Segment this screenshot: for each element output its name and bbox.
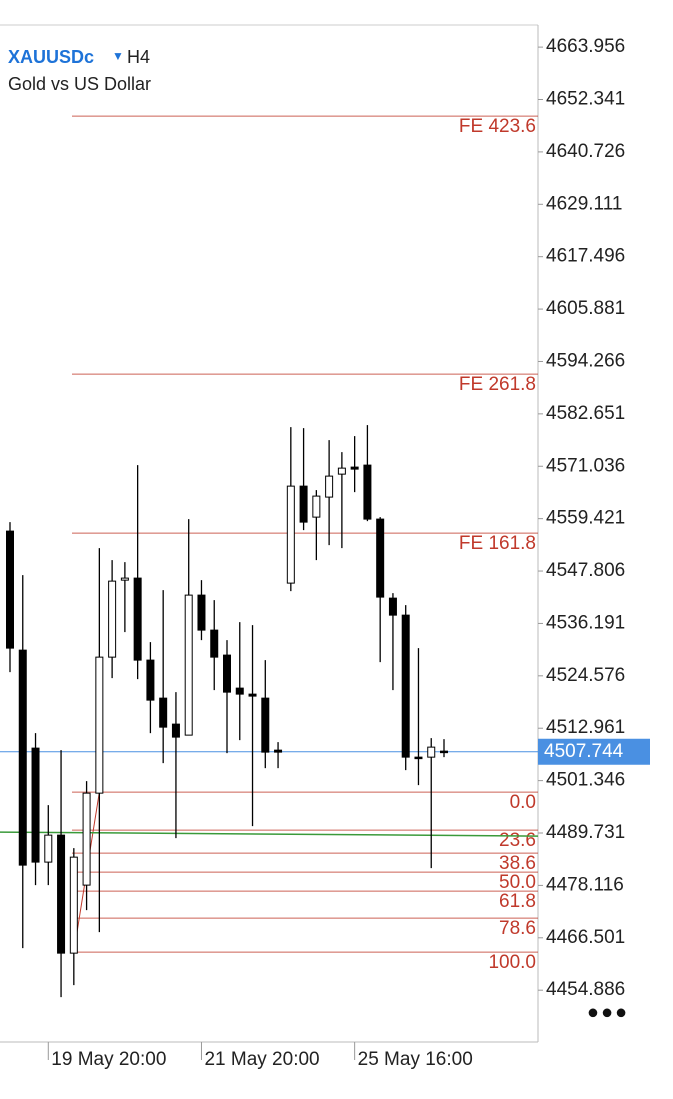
- y-tick-label: 4512.961: [546, 717, 625, 738]
- candle-body: [248, 693, 257, 697]
- symbol-dropdown[interactable]: ▼: [112, 49, 124, 63]
- y-tick-label: 4547.806: [546, 560, 625, 581]
- candle-body: [146, 659, 155, 701]
- candle-body: [57, 834, 66, 954]
- candle-body: [223, 654, 231, 693]
- y-tick-label: 4594.266: [546, 350, 625, 371]
- y-tick-label: 4489.731: [546, 822, 625, 843]
- y-tick-label: 4571.036: [546, 455, 625, 476]
- x-tick-label: 21 May 20:00: [204, 1049, 319, 1070]
- y-tick-label: 4536.191: [546, 612, 625, 633]
- fib-level-label: 0.0: [510, 792, 536, 813]
- candle-body: [286, 485, 295, 584]
- y-tick-label: 4629.111: [546, 193, 622, 214]
- candle-body: [312, 495, 321, 518]
- candle-body: [401, 614, 410, 758]
- candle-body: [427, 746, 436, 758]
- y-tick-label: 4454.886: [546, 979, 625, 1000]
- candle-body: [388, 597, 397, 616]
- fib-level-label: FE 161.8: [459, 533, 536, 554]
- timeframe[interactable]: H4: [127, 47, 150, 67]
- candle-body: [299, 485, 308, 523]
- fib-level-label: FE 423.6: [459, 116, 536, 137]
- candle-body: [197, 594, 206, 631]
- fib-level-label: 61.8: [499, 891, 536, 912]
- y-tick-label: 4582.651: [546, 403, 625, 424]
- candle-body: [325, 475, 334, 498]
- indicator-line: [0, 831, 539, 837]
- candle-body: [133, 577, 142, 661]
- candle-body: [31, 747, 40, 863]
- candle-body: [82, 792, 91, 886]
- candle-body: [171, 723, 180, 738]
- candle-body: [184, 594, 193, 736]
- candle-body: [108, 580, 117, 658]
- y-tick-label: 4605.881: [546, 298, 625, 319]
- candle-body: [376, 518, 385, 598]
- candle-body: [235, 687, 244, 695]
- candle-body: [414, 756, 423, 760]
- candle-body: [69, 856, 78, 954]
- x-tick-label: 25 May 16:00: [358, 1049, 473, 1070]
- fib-level-label: FE 261.8: [459, 374, 536, 395]
- fib-level-label: 23.6: [499, 830, 536, 851]
- candle-body: [350, 466, 359, 470]
- y-tick-label: 4466.501: [546, 927, 625, 948]
- candle-body: [210, 629, 219, 658]
- fib-level-label: 38.6: [499, 853, 536, 874]
- current-price-label: 4507.744: [544, 741, 624, 762]
- y-tick-label: 4478.116: [546, 874, 624, 895]
- fib-level-label: 78.6: [499, 918, 536, 939]
- x-tick-label: 19 May 20:00: [51, 1049, 166, 1070]
- candle-body: [363, 464, 372, 520]
- y-tick-label: 4617.496: [546, 246, 625, 267]
- candle-body: [274, 749, 283, 753]
- candle-body: [159, 697, 168, 728]
- fib-level-label: 50.0: [499, 872, 536, 893]
- candle-body: [440, 750, 448, 754]
- candle-body: [337, 467, 346, 475]
- candle-body: [120, 577, 129, 581]
- candle-body: [95, 656, 104, 794]
- candle-body: [44, 834, 53, 863]
- y-tick-label: 4524.576: [546, 665, 625, 686]
- y-tick-label: 4559.421: [546, 508, 625, 529]
- fib-level-label: 100.0: [488, 952, 536, 973]
- candle-body: [261, 697, 270, 753]
- y-tick-label: 4501.346: [546, 770, 625, 791]
- more-menu[interactable]: ●●●: [587, 1001, 629, 1023]
- symbol[interactable]: XAUUSDc: [8, 47, 94, 67]
- description: Gold vs US Dollar: [8, 74, 151, 94]
- y-tick-label: 4652.341: [546, 89, 625, 110]
- current-price-tag: [538, 738, 650, 765]
- y-tick-label: 4663.956: [546, 36, 625, 57]
- candle-body: [6, 530, 14, 649]
- candle-body: [18, 649, 27, 866]
- y-tick-label: 4640.726: [546, 141, 625, 162]
